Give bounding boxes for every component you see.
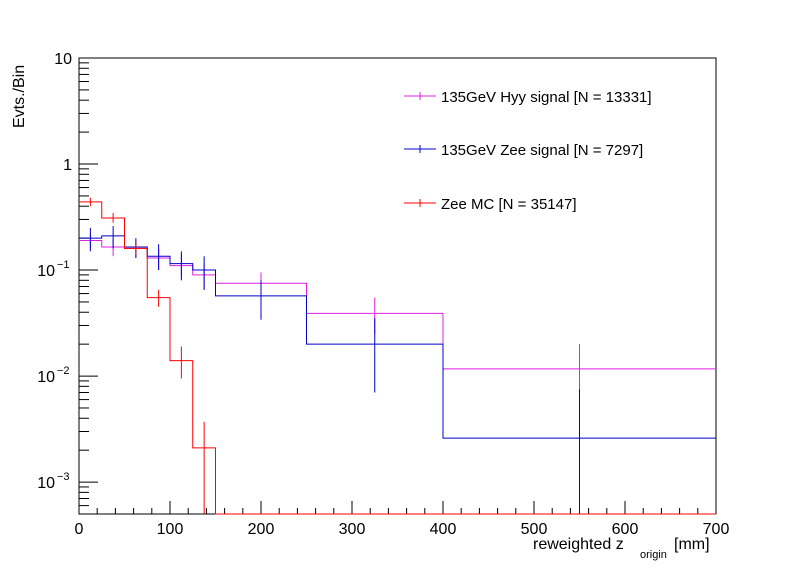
legend-label-2: 135GeV Zee signal [N = 7297] xyxy=(441,142,643,159)
legend-label-1: 135GeV Hyy signal [N = 13331] xyxy=(441,89,652,106)
legend: 135GeV Hyy signal [N = 13331] 135GeV Zee … xyxy=(404,89,652,213)
legend-label-3: Zee MC [N = 35147] xyxy=(441,196,576,213)
y-tick-label: 10 xyxy=(37,475,55,492)
y-tick-label: 10 xyxy=(37,263,55,280)
series-step-line xyxy=(79,201,716,515)
x-tick-label: 500 xyxy=(521,521,548,538)
series-step-line xyxy=(79,235,716,439)
y-tick-label: 10 xyxy=(54,51,72,68)
x-axis-label-unit: [mm] xyxy=(674,536,710,553)
series-step-line xyxy=(79,239,716,370)
x-axis-label-main: reweighted z xyxy=(533,536,624,553)
y-tick-exponent: −2 xyxy=(57,365,70,377)
x-tick-label: 300 xyxy=(339,521,366,538)
series-1 xyxy=(79,233,716,393)
x-axis-label: reweighted z origin [mm] xyxy=(533,536,710,561)
plot-frame xyxy=(78,57,717,515)
y-tick-exponent: −1 xyxy=(57,259,70,271)
y-tick-exponent: −3 xyxy=(57,471,70,483)
series-3 xyxy=(79,197,716,515)
series-2 xyxy=(79,226,716,514)
x-axis-label-sub: origin xyxy=(640,549,667,561)
y-tick-label: 1 xyxy=(63,157,72,174)
y-tick-label: 10 xyxy=(37,369,55,386)
x-tick-label: 200 xyxy=(248,521,275,538)
x-tick-label: 400 xyxy=(430,521,457,538)
x-tick-label: 700 xyxy=(703,521,730,538)
x-tick-label: 600 xyxy=(612,521,639,538)
x-tick-label: 100 xyxy=(157,521,184,538)
x-tick-label: 0 xyxy=(75,521,84,538)
series-layer xyxy=(79,197,716,515)
y-axis-label: Evts./Bin xyxy=(11,65,28,128)
x-axis-ticks: 0 100 200 300 400 500 600 700 xyxy=(75,501,730,538)
